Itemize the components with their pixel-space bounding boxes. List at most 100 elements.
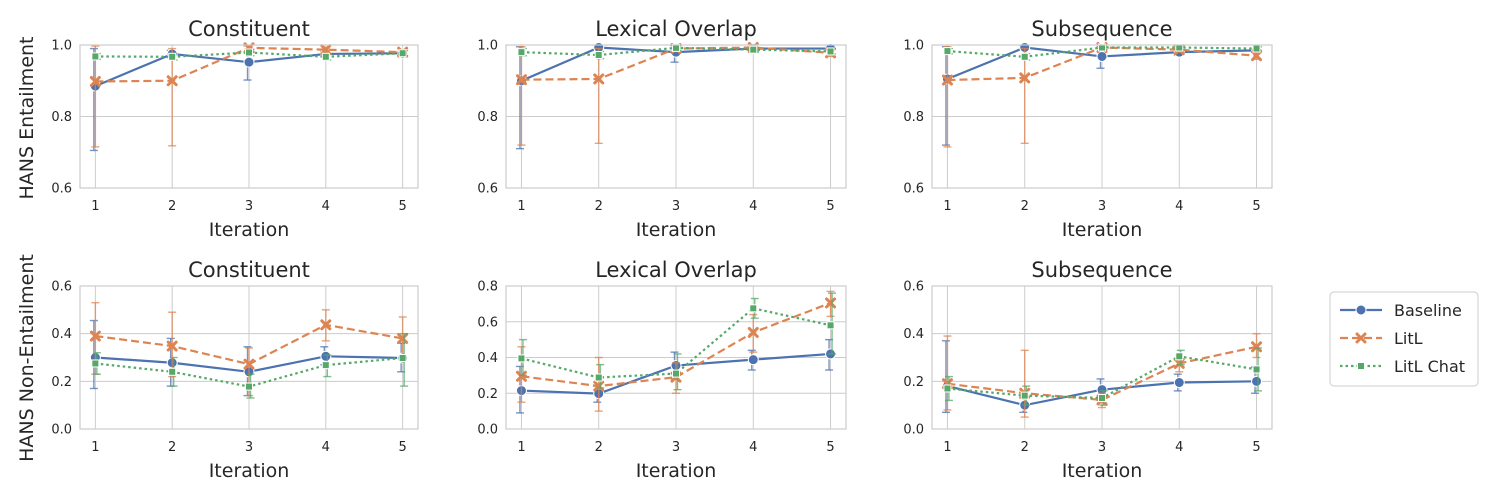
x-tick-label: 4 [749, 199, 757, 214]
y-tick-label: 1.0 [51, 39, 72, 54]
x-axis-label: Iteration [209, 460, 290, 482]
data-point [749, 45, 758, 54]
plot-frame [79, 44, 419, 189]
x-tick-label: 3 [1098, 199, 1106, 214]
data-point [1251, 341, 1263, 353]
data-point [1098, 43, 1106, 52]
data-point [321, 52, 330, 61]
data-point [243, 358, 255, 370]
data-point [515, 370, 527, 382]
y-tick-label: 0.6 [477, 182, 498, 197]
x-tick-label: 2 [1021, 199, 1029, 214]
data-point [398, 353, 407, 362]
data-point [321, 361, 330, 370]
legend-entry-baseline: Baseline [1340, 301, 1462, 320]
data-point [672, 369, 680, 378]
y-tick-label: 0.2 [477, 387, 498, 402]
series-litl-chat [943, 43, 1263, 61]
data-point [826, 47, 835, 56]
x-tick-label: 3 [245, 199, 253, 214]
data-point [1173, 357, 1185, 369]
y-tick-label: 0.0 [51, 423, 72, 438]
x-tick-label: 2 [595, 440, 603, 455]
x-tick-label: 3 [1098, 440, 1106, 455]
data-point [245, 382, 253, 391]
data-point [593, 380, 605, 392]
data-point [168, 367, 177, 376]
row-label-bottom: HANS Non-Entailment [16, 254, 38, 462]
panel-title: Constituent [188, 258, 310, 282]
series-line [521, 301, 831, 388]
legend-entry-litl: LitL [1340, 329, 1423, 348]
y-tick-label: 0.4 [903, 327, 924, 342]
data-point [594, 51, 603, 60]
x-tick-label: 1 [943, 199, 951, 214]
data-point [91, 359, 100, 368]
legend-label: LitL Chat [1394, 357, 1465, 376]
y-tick-label: 0.8 [477, 110, 498, 125]
data-point [1251, 50, 1263, 62]
data-point [943, 384, 952, 393]
data-point [1173, 377, 1185, 389]
data-point [1252, 365, 1261, 374]
x-tick-label: 2 [595, 199, 603, 214]
series-litl-chat [91, 48, 409, 61]
series-litl-chat [517, 292, 837, 391]
plot-frame [79, 285, 419, 430]
data-point [1019, 72, 1031, 84]
data-point [826, 321, 835, 330]
x-tick-label: 3 [245, 440, 253, 455]
legend: Baseline LitL LitL Chat [1329, 291, 1479, 387]
data-point [594, 373, 603, 382]
x-tick-label: 5 [826, 440, 834, 455]
data-point [593, 73, 605, 85]
series-line [947, 345, 1257, 402]
series-litl-chat [91, 332, 409, 399]
data-point [747, 354, 759, 366]
x-tick-label: 1 [517, 440, 525, 455]
y-tick-label: 1.0 [477, 39, 498, 54]
legend-marker [1355, 304, 1367, 316]
row-label-top: HANS Entailment [16, 37, 38, 200]
panel-2: 0.6 0.8 1.0 1 2 3 4 5 Lexical Overlap Iteration [477, 17, 847, 241]
data-point [825, 297, 837, 309]
data-point [515, 74, 527, 86]
x-tick-label: 4 [749, 440, 757, 455]
data-point [398, 49, 407, 58]
panel-title: Lexical Overlap [595, 17, 757, 41]
y-tick-label: 0.8 [477, 280, 498, 295]
y-tick-label: 0.6 [51, 280, 72, 295]
panel-title: Lexical Overlap [595, 258, 757, 282]
y-tick-label: 0.8 [51, 110, 72, 125]
x-tick-label: 1 [91, 199, 99, 214]
data-point [1098, 394, 1106, 403]
x-tick-label: 4 [322, 440, 330, 455]
y-tick-label: 0.6 [477, 315, 498, 330]
y-tick-label: 0.8 [903, 110, 924, 125]
data-point [1175, 43, 1184, 52]
data-point [1175, 352, 1184, 361]
y-tick-label: 0.2 [903, 375, 924, 390]
legend-entry-litl-chat: LitL Chat [1340, 357, 1465, 376]
data-point [672, 43, 680, 52]
y-tick-label: 0.4 [51, 327, 72, 342]
data-point [941, 74, 953, 86]
x-tick-label: 4 [1175, 440, 1183, 455]
x-tick-label: 1 [943, 440, 951, 455]
y-tick-label: 1.0 [903, 39, 924, 54]
legend-label: LitL [1394, 329, 1423, 348]
x-axis-label: Iteration [1062, 219, 1143, 241]
x-tick-label: 5 [1252, 440, 1260, 455]
x-tick-label: 5 [1252, 199, 1260, 214]
data-point [243, 56, 255, 68]
series-line [95, 51, 403, 58]
x-tick-label: 5 [826, 199, 834, 214]
data-point [1020, 52, 1029, 61]
series-litl [89, 301, 409, 397]
legend-label: Baseline [1394, 301, 1462, 320]
data-point [89, 330, 101, 342]
x-tick-label: 2 [168, 440, 176, 455]
y-tick-label: 0.0 [477, 423, 498, 438]
x-tick-label: 4 [322, 199, 330, 214]
